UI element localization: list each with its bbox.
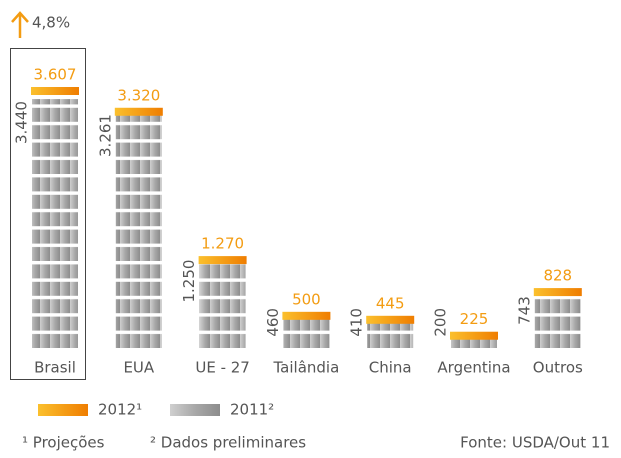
bar-2012 <box>282 311 331 320</box>
value-label-2011: 410 <box>348 308 366 337</box>
x-tick-label: EUA <box>123 359 154 377</box>
bar-2011 <box>199 257 246 348</box>
value-label-2011: 200 <box>432 308 450 337</box>
value-label-2012: 3.320 <box>117 86 160 104</box>
x-tick-label: UE - 27 <box>195 359 250 377</box>
legend-swatch <box>38 404 88 416</box>
value-label-2011: 3.440 <box>13 101 31 144</box>
arrow-icon <box>11 11 29 38</box>
value-label-2012: 1.270 <box>201 235 244 253</box>
x-tick-label: Brasil <box>34 359 76 377</box>
highlight-box <box>10 48 86 380</box>
value-label-2012: 225 <box>460 310 489 328</box>
bar-2012 <box>533 288 582 297</box>
value-label-2011: 3.261 <box>96 114 114 157</box>
bar-2012 <box>366 315 415 324</box>
legend-label: 2012¹ <box>98 401 142 419</box>
x-tick-label: Argentina <box>437 359 510 377</box>
bar-2012 <box>198 256 247 265</box>
value-label-2011: 460 <box>264 308 282 337</box>
bar-2011 <box>534 294 581 348</box>
x-tick-label: Outros <box>533 359 583 377</box>
legend-label: 2011² <box>230 401 274 419</box>
value-label-2011: 743 <box>515 296 533 325</box>
bar-2012 <box>114 107 163 116</box>
annotation: 4,8% <box>32 14 70 32</box>
legend-swatch <box>170 404 220 416</box>
bar-2011 <box>115 112 162 348</box>
footnote: ² Dados preliminares <box>150 434 306 452</box>
bar-2012 <box>450 331 498 340</box>
bar-2011 <box>32 99 78 348</box>
bar-2012 <box>31 87 79 95</box>
x-tick-label: Tailândia <box>273 359 340 377</box>
footnote: ¹ Projeções <box>22 434 105 452</box>
value-label-2011: 1.250 <box>180 260 198 303</box>
value-label-2012: 500 <box>292 290 321 308</box>
source: Fonte: USDA/Out 11 <box>460 434 610 452</box>
value-label-2012: 828 <box>543 267 572 285</box>
value-label-2012: 445 <box>376 294 405 312</box>
bar-2011 <box>283 314 330 348</box>
value-label-2012: 3.607 <box>34 66 77 84</box>
x-tick-label: China <box>369 359 412 377</box>
